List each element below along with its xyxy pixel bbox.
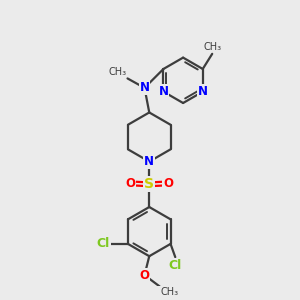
Text: N: N — [144, 155, 154, 168]
Text: O: O — [163, 177, 173, 190]
Text: N: N — [140, 81, 149, 94]
Text: S: S — [144, 177, 154, 191]
Text: Cl: Cl — [169, 259, 182, 272]
Text: CH₃: CH₃ — [108, 68, 127, 77]
Text: O: O — [140, 268, 149, 282]
Text: N: N — [158, 85, 168, 98]
Text: N: N — [198, 85, 208, 98]
Text: CH₃: CH₃ — [203, 42, 221, 52]
Text: CH₃: CH₃ — [160, 287, 179, 297]
Text: O: O — [125, 177, 135, 190]
Text: Cl: Cl — [97, 237, 110, 250]
